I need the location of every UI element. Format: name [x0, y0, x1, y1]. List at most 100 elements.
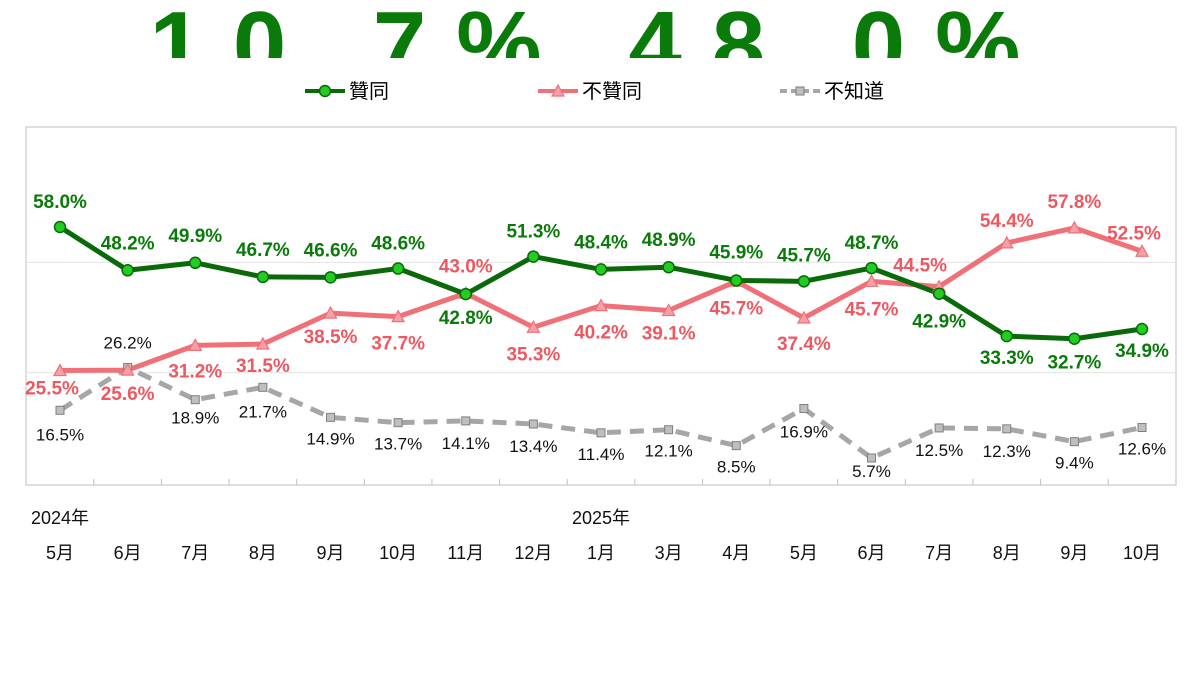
data-label: 43.0%	[439, 256, 493, 277]
data-point	[391, 309, 406, 323]
data-label: 39.1%	[642, 323, 696, 344]
year-label: 2024年	[31, 508, 89, 528]
data-label: 25.6%	[101, 384, 155, 405]
x-tick-label: 9月	[1060, 543, 1088, 563]
data-point	[1002, 424, 1012, 434]
data-label: 25.5%	[25, 379, 79, 400]
x-tick-label: 7月	[925, 543, 953, 563]
x-tick-label: 6月	[114, 543, 142, 563]
data-point	[526, 320, 541, 333]
data-point	[323, 305, 338, 319]
data-label: 31.2%	[168, 361, 222, 382]
data-point	[324, 271, 337, 284]
x-tick-label: 1月	[587, 543, 615, 563]
data-label: 44.5%	[893, 256, 947, 277]
data-label: 40.2%	[574, 323, 628, 344]
data-point	[527, 250, 540, 263]
data-label: 45.7%	[777, 245, 831, 266]
data-point	[731, 441, 741, 451]
data-point	[1069, 437, 1079, 447]
data-label: 16.9%	[780, 423, 828, 442]
data-label: 48.9%	[642, 230, 696, 251]
data-point	[867, 453, 876, 463]
x-tick-label: 9月	[316, 543, 344, 563]
data-label: 45.7%	[709, 298, 763, 319]
x-tick-label: 8月	[249, 543, 277, 563]
data-label: 12.5%	[915, 441, 963, 460]
data-label: 12.3%	[983, 442, 1031, 461]
data-label: 21.7%	[239, 402, 287, 421]
legend: 贊同 不贊同 不知道	[305, 80, 884, 103]
data-point	[865, 261, 878, 275]
data-label: 45.7%	[845, 299, 899, 320]
data-label: 9.4%	[1055, 454, 1094, 473]
x-tick-label: 8月	[993, 543, 1021, 563]
data-point	[596, 428, 606, 438]
data-labels: 58.0% 48.2% 49.9% 46.7% 46.6% 48.6% 42.8% 51.3%…	[25, 192, 1169, 481]
data-point	[326, 412, 335, 422]
data-label: 16.5%	[36, 425, 84, 444]
legend-marker	[318, 84, 332, 98]
data-label: 49.9%	[168, 226, 222, 247]
legend-label: 不贊同	[582, 80, 642, 103]
data-label: 58.0%	[33, 192, 87, 213]
series-markers	[52, 220, 1150, 463]
data-label: 12.1%	[645, 442, 693, 461]
data-label: 34.9%	[1115, 341, 1169, 362]
data-label: 48.2%	[101, 233, 155, 254]
data-label: 52.5%	[1107, 223, 1161, 244]
banner-mask	[0, 58, 1200, 675]
legend-marker	[550, 83, 566, 97]
plot-area	[25, 126, 1177, 486]
x-tick-label: 7月	[181, 543, 209, 563]
data-label: 42.9%	[912, 312, 966, 333]
data-label: 8.5%	[717, 458, 756, 477]
data-label: 54.4%	[980, 211, 1034, 232]
data-point	[258, 382, 268, 392]
data-label: 48.7%	[845, 233, 899, 254]
data-point	[999, 235, 1014, 249]
x-tick-label: 10月	[1123, 543, 1161, 563]
data-label: 37.4%	[777, 334, 831, 355]
data-label: 37.7%	[371, 334, 425, 355]
data-label: 46.6%	[304, 240, 358, 261]
data-point	[188, 338, 203, 351]
data-point	[53, 220, 67, 234]
data-point	[391, 262, 405, 275]
data-label: 14.9%	[306, 429, 354, 448]
data-point	[52, 363, 68, 377]
data-point	[797, 275, 811, 288]
legend-label: 不知道	[824, 80, 884, 103]
data-point	[664, 425, 674, 435]
data-point	[1068, 332, 1081, 345]
legend-label: 贊同	[349, 80, 389, 103]
data-point	[730, 274, 743, 287]
data-point	[662, 260, 675, 274]
data-point	[121, 264, 134, 277]
data-label: 42.8%	[439, 308, 493, 329]
data-label: 13.7%	[374, 435, 422, 454]
data-label: 35.3%	[506, 344, 560, 365]
data-point	[799, 404, 809, 414]
data-label: 26.2%	[104, 333, 152, 352]
data-label: 12.6%	[1118, 440, 1166, 459]
data-label: 45.9%	[709, 242, 763, 263]
data-point	[55, 405, 65, 415]
x-tick-label: 5月	[46, 543, 74, 563]
data-point	[255, 336, 270, 350]
data-point	[189, 256, 202, 270]
data-label: 18.9%	[171, 409, 219, 428]
legend-marker	[795, 86, 805, 96]
data-label: 5.7%	[852, 462, 891, 481]
x-axis-labels: 5月 6月 7月 8月 9月 10月 11月 12月 1月 3月 4月 5月 6月 7月 8月 9月 10月 20…	[31, 508, 1161, 563]
data-label: 13.4%	[509, 437, 557, 456]
data-point	[934, 423, 944, 433]
data-point	[190, 395, 200, 405]
x-tick-label: 5月	[790, 543, 818, 563]
data-point	[393, 418, 403, 428]
data-label: 48.4%	[574, 232, 628, 253]
data-label: 48.6%	[371, 234, 425, 255]
data-point	[796, 310, 811, 324]
data-label: 33.3%	[980, 348, 1034, 369]
